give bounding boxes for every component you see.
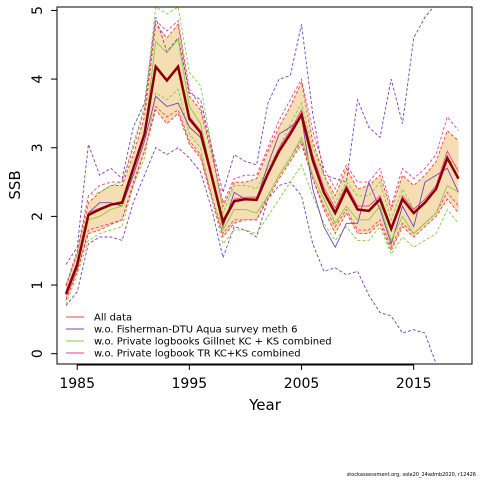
series-line-all-data-upper — [65, 23, 459, 287]
series-lines — [64, 7, 460, 364]
series-line-w-o-fisherman-dtu-aqua-survey-meth-6 — [65, 95, 459, 296]
x-tick-label: 2015 — [396, 376, 432, 392]
series-line-w-o-private-logbook-tr-kc-ks-combined-upper — [65, 19, 459, 286]
y-tick-label: 4 — [30, 75, 46, 84]
y-tick-label: 1 — [30, 281, 46, 290]
y-tick-label: 5 — [30, 6, 46, 15]
series-line-w-o-private-logbooks-gillnet-kc-ks-combined-lower — [65, 88, 459, 305]
x-axis: 1985 1995 2005 2015 — [59, 364, 431, 392]
legend-label: w.o. Fisherman-DTU Aqua survey meth 6 — [94, 325, 297, 336]
series-line-base-run — [64, 63, 460, 295]
y-tick-label: 2 — [30, 212, 46, 221]
legend-label: w.o. Private logbook TR KC+KS combined — [94, 349, 301, 360]
footer-credit: stockassessment.org, sole20_24admb2020, … — [346, 472, 476, 478]
x-tick-label: 1995 — [172, 376, 208, 392]
legend-label: All data — [94, 313, 132, 324]
legend-label: w.o. Private logbooks Gillnet KC + KS co… — [94, 337, 332, 348]
x-tick-label: 1985 — [59, 376, 95, 392]
series-line-w-o-fisherman-dtu-aqua-survey-meth-6-lower — [65, 147, 459, 364]
series-line-w-o-private-logbooks-gillnet-kc-ks-combined-upper — [65, 7, 459, 286]
y-axis: 0 1 2 3 4 5 — [30, 6, 58, 358]
y-tick-label: 0 — [30, 349, 46, 358]
series-line-w-o-private-logbook-tr-kc-ks-combined-lower — [65, 105, 459, 299]
x-tick-label: 2005 — [284, 376, 320, 392]
y-tick-label: 3 — [30, 143, 46, 152]
series-line-w-o-fisherman-dtu-aqua-survey-meth-6-upper — [65, 7, 434, 265]
x-axis-title: Year — [248, 396, 282, 414]
y-axis-title: SSB — [6, 170, 24, 199]
band-area — [66, 24, 459, 301]
confidence-band — [66, 24, 459, 301]
